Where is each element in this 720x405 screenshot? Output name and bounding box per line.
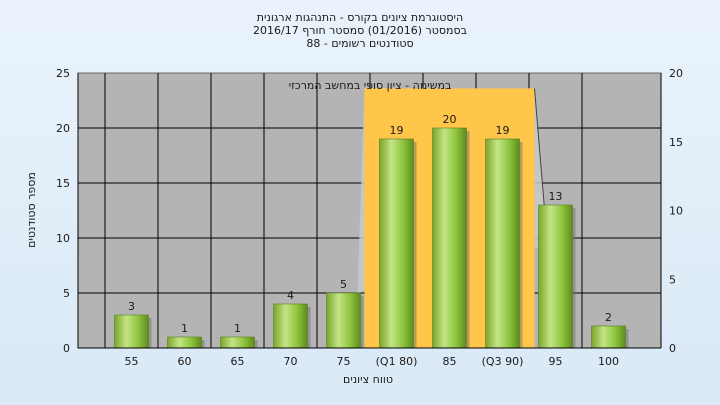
bar-95 [538, 204, 573, 349]
y-axis-label: מספר סטודנטים [25, 172, 38, 248]
y2-tick-label: 20 [669, 67, 683, 80]
x-tick-label: 85 [443, 355, 457, 368]
bar-55 [114, 314, 149, 349]
x-tick-label: (Q1 80) [376, 355, 418, 368]
bar-60 [167, 336, 202, 349]
bar-85 [432, 127, 467, 349]
data-label: 1 [234, 322, 241, 335]
bar-(Q1 80) [379, 138, 414, 349]
x-tick-label: 65 [231, 355, 245, 368]
x-tick-label: 100 [598, 355, 619, 368]
x-tick-label: 55 [125, 355, 139, 368]
data-label: 13 [549, 190, 563, 203]
bars [114, 127, 629, 349]
data-label: 1 [181, 322, 188, 335]
x-tick-label: (Q3 90) [482, 355, 524, 368]
range-annotation: במשימה - ציון סופי במחשב המרכזי [289, 79, 452, 92]
y2-tick-label: 5 [669, 273, 676, 286]
data-label: 20 [443, 113, 457, 126]
bar-(Q3 90) [485, 138, 520, 349]
y2-tick-label: 15 [669, 136, 683, 149]
bar-100 [591, 325, 626, 349]
chart-title: היסטוגרמת ציונים בקורס - התנהגות ארגונית [257, 11, 463, 24]
data-label: 19 [496, 124, 510, 137]
y-tick-label: 15 [56, 177, 70, 190]
data-label: 2 [605, 311, 612, 324]
bar-65 [220, 336, 255, 349]
x-tick-label: 60 [178, 355, 192, 368]
y-tick-label: 20 [56, 122, 70, 135]
y-tick-label: 5 [63, 287, 70, 300]
data-label: 5 [340, 278, 347, 291]
bar-70 [273, 303, 308, 349]
bar-75 [326, 292, 361, 349]
x-axis-label: טווח ציונים [343, 373, 393, 386]
y-tick-label: 25 [56, 67, 70, 80]
x-tick-label: 75 [337, 355, 351, 368]
y-tick-label: 0 [63, 342, 70, 355]
data-label: 3 [128, 300, 135, 313]
x-tick-label: 95 [549, 355, 563, 368]
chart-subtitle-1: בסמסטר (01/2016) סמסטר חורף 2016/17 [253, 24, 467, 37]
data-label: 19 [390, 124, 404, 137]
y2-tick-label: 10 [669, 205, 683, 218]
chart-subtitle-2: סטודנטים רשומים - 88 [306, 37, 413, 50]
y-tick-label: 10 [56, 232, 70, 245]
x-tick-label: 70 [284, 355, 298, 368]
data-label: 4 [287, 289, 294, 302]
data-labels: 3 1 1 4 5 19 20 19 13 2 [128, 113, 612, 335]
y2-tick-label: 0 [669, 342, 676, 355]
